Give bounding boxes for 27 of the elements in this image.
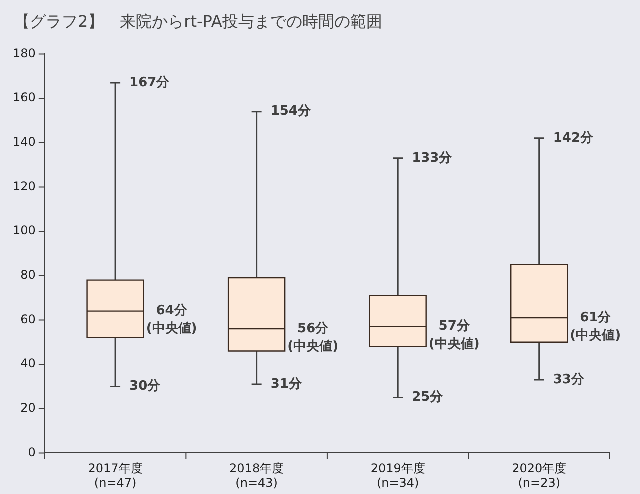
annotation: 57分 (中央値): [428, 319, 480, 352]
y-tick-label: 0: [28, 445, 36, 460]
y-tick-label: 20: [20, 400, 36, 415]
chart-title: 【グラフ2】 来院からrt-PA投与までの時間の範囲: [14, 12, 382, 33]
x-tick-label: 2017年度 (n=47): [88, 462, 143, 490]
x-tick-label: 2018年度 (n=43): [230, 462, 284, 490]
x-tick-label: 2020年度 (n=23): [512, 462, 567, 490]
y-tick-label: 140: [13, 134, 36, 149]
y-tick-label: 80: [20, 268, 36, 282]
annotation: 25分: [412, 390, 444, 406]
y-tick-label: 180: [13, 46, 36, 60]
annotation: 154分: [270, 104, 312, 120]
annotation: 142分: [553, 130, 594, 146]
y-tick-label: 60: [20, 312, 36, 326]
x-tick-label: 2019年度 (n=34): [370, 462, 426, 490]
y-tick-label: 120: [13, 179, 36, 194]
annotation: 31分: [270, 376, 303, 392]
annotation: 167分: [130, 75, 171, 90]
annotation: 133分: [412, 150, 454, 166]
annotation: 56分 (中央値): [288, 321, 339, 354]
annotation: 64分 (中央値): [146, 304, 198, 337]
annotation: 33分: [553, 372, 586, 388]
y-tick-label: 100: [13, 224, 36, 238]
annotation: 30分: [130, 379, 162, 394]
y-tick-label: 40: [20, 356, 36, 371]
annotation: 61分 (中央値): [570, 310, 622, 344]
y-tick-label: 160: [13, 90, 36, 105]
